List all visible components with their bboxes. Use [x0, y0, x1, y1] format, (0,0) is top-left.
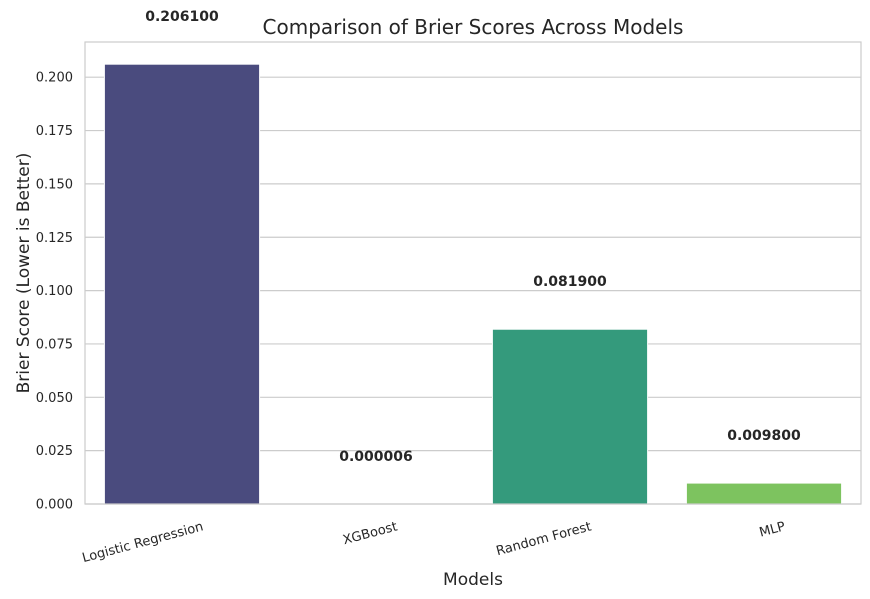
x-tick-label: XGBoost: [341, 519, 399, 548]
y-tick-label: 0.125: [36, 231, 73, 246]
y-tick-label: 0.075: [36, 337, 73, 352]
chart-title: Comparison of Brier Scores Across Models: [263, 15, 684, 39]
bar-value-label: 0.081900: [533, 274, 607, 290]
bars: [103, 63, 843, 505]
bar-random-forest: [491, 328, 649, 505]
bar-mlp: [685, 482, 843, 505]
y-tick-label: 0.100: [36, 284, 73, 299]
plot-frame: [84, 41, 862, 505]
y-tick-label: 0.050: [36, 391, 73, 406]
y-tick-label: 0.200: [36, 71, 73, 86]
bar-value-labels: 0.206100 0.000006 0.081900 0.009800: [145, 9, 801, 465]
bar-logistic-regression: [103, 63, 261, 505]
x-tick-label: Random Forest: [495, 519, 593, 559]
y-tick-label: 0.150: [36, 177, 73, 192]
y-tick-label: 0.000: [36, 498, 73, 513]
x-tick-label: Logistic Regression: [81, 519, 205, 566]
x-tick-labels: Logistic Regression XGBoost Random Forest M…: [81, 519, 787, 566]
x-tick-label: MLP: [758, 519, 787, 540]
bar-value-label: 0.000006: [339, 449, 413, 465]
x-axis-title: Models: [443, 570, 503, 590]
y-tick-labels: 0.000 0.025 0.050 0.075 0.100 0.125 0.150 0.175…: [36, 71, 73, 513]
y-tick-label: 0.025: [36, 444, 73, 459]
bar-value-label: 0.009800: [727, 428, 801, 444]
y-tick-label: 0.175: [36, 124, 73, 139]
y-axis-title: Brier Score (Lower is Better): [14, 153, 34, 394]
bar-value-label: 0.206100: [145, 9, 219, 25]
